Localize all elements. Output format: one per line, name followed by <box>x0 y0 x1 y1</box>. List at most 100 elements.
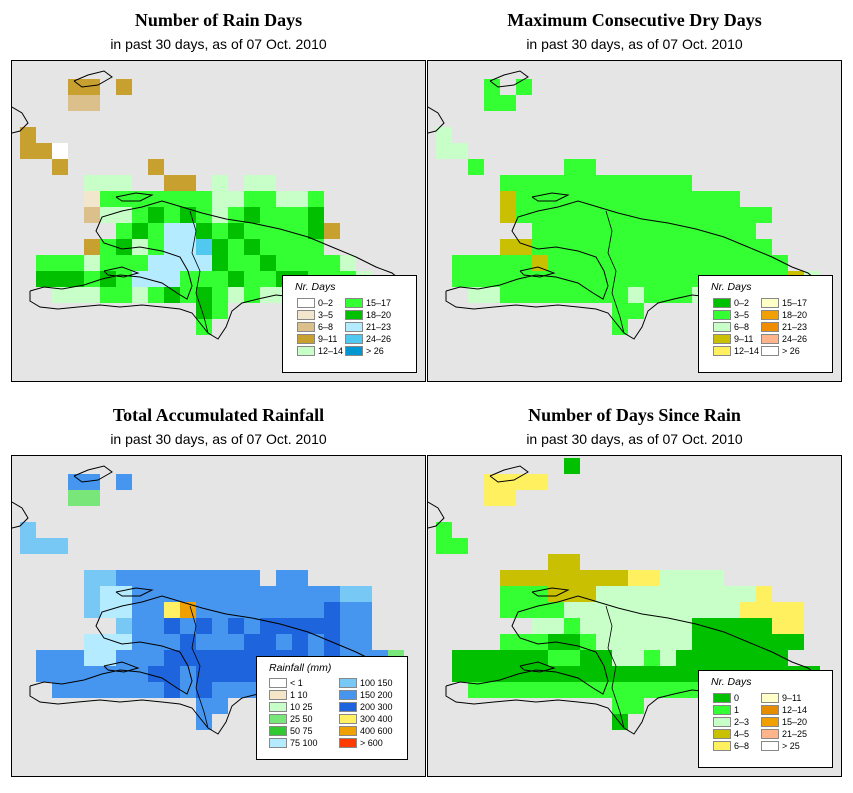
legend-label: 24–26 <box>782 334 808 344</box>
map-cell <box>180 586 196 602</box>
map-cell <box>164 586 180 602</box>
panel-rain-days: Number of Rain Days in past 30 days, as … <box>11 0 426 388</box>
map-cell <box>564 570 580 586</box>
map-cell <box>612 255 628 271</box>
map-cell <box>612 634 628 650</box>
legend-swatch <box>713 705 731 715</box>
map-cell <box>644 618 660 634</box>
legend-swatch <box>713 741 731 751</box>
map-cell <box>516 79 532 95</box>
map-cell <box>628 223 644 239</box>
map-cell <box>468 271 484 287</box>
map-cell <box>580 650 596 666</box>
map-cell <box>116 650 132 666</box>
map-cell <box>308 207 324 223</box>
map-cell <box>148 634 164 650</box>
map-cell <box>708 602 724 618</box>
map-cell <box>276 255 292 271</box>
map-cell <box>532 175 548 191</box>
panel-subtitle: in past 30 days, as of 07 Oct. 2010 <box>110 36 327 52</box>
legend-swatch <box>269 702 287 712</box>
legend-swatch <box>345 310 363 320</box>
legend-swatch <box>761 705 779 715</box>
map-cell <box>116 175 132 191</box>
map-cell <box>292 223 308 239</box>
map-cell <box>596 666 612 682</box>
legend-label: 0 <box>734 693 740 703</box>
map-cell <box>644 271 660 287</box>
map-cell <box>740 223 756 239</box>
legend-swatch <box>297 322 315 332</box>
legend-swatch <box>269 678 287 688</box>
map-cell <box>84 79 100 95</box>
legend-title: Nr. Days <box>711 281 752 293</box>
map-cell <box>276 191 292 207</box>
map-cell <box>148 287 164 303</box>
map-cell <box>116 271 132 287</box>
panel-title: Number of Days Since Rain <box>528 405 741 425</box>
legend-label: < 1 <box>290 678 303 688</box>
coastline <box>428 106 445 134</box>
dry-days-map <box>428 70 821 340</box>
coastline <box>73 465 113 483</box>
map-cell <box>244 207 260 223</box>
map-cell <box>132 207 148 223</box>
map-cell <box>500 602 516 618</box>
map-cell <box>228 239 244 255</box>
map-cell <box>596 287 612 303</box>
map-cell <box>500 287 516 303</box>
map-cell <box>148 618 164 634</box>
legend-swatch <box>269 714 287 724</box>
map-cell <box>724 586 740 602</box>
map-cell <box>596 634 612 650</box>
legend-label: 21–23 <box>366 322 392 332</box>
map-cell <box>244 586 260 602</box>
coastline <box>531 192 570 202</box>
map-cell <box>196 287 212 303</box>
map-cell <box>244 191 260 207</box>
map-cell <box>84 239 100 255</box>
map-cell <box>292 207 308 223</box>
map-cell <box>84 586 100 602</box>
map-cell <box>228 255 244 271</box>
map-cell <box>196 239 212 255</box>
map-cell <box>612 586 628 602</box>
map-cell <box>724 650 740 666</box>
map-cell <box>276 223 292 239</box>
map-cell <box>468 255 484 271</box>
map-cell <box>132 191 148 207</box>
map-cell <box>628 175 644 191</box>
map-cell <box>580 239 596 255</box>
map-cell <box>724 191 740 207</box>
map-cell <box>84 287 100 303</box>
map-cell <box>564 602 580 618</box>
map-cell <box>260 602 276 618</box>
map-cell <box>324 223 340 239</box>
map-cell <box>484 650 500 666</box>
map-cell <box>212 650 228 666</box>
map-cell <box>660 666 676 682</box>
map-cell <box>68 474 84 490</box>
map-cell <box>452 271 468 287</box>
map-cell <box>628 570 644 586</box>
country-border <box>605 210 625 334</box>
map-cell <box>148 255 164 271</box>
map-cell <box>644 175 660 191</box>
legend-label: 6–8 <box>318 322 334 332</box>
legend-label: 100 150 <box>360 678 393 688</box>
legend-swatch <box>269 690 287 700</box>
map-cell <box>612 682 628 698</box>
legend-label: > 26 <box>782 346 800 356</box>
legend-label: 12–14 <box>318 346 344 356</box>
legend-label: 18–20 <box>782 310 808 320</box>
map-cell <box>596 682 612 698</box>
legend-label: 12–14 <box>782 705 808 715</box>
map-cell <box>244 255 260 271</box>
map-cell <box>68 287 84 303</box>
map-cell <box>692 207 708 223</box>
legend-swatch <box>297 334 315 344</box>
map-cell <box>196 586 212 602</box>
map-cell <box>740 618 756 634</box>
map-cell <box>516 650 532 666</box>
legend-label: 400 600 <box>360 726 393 736</box>
